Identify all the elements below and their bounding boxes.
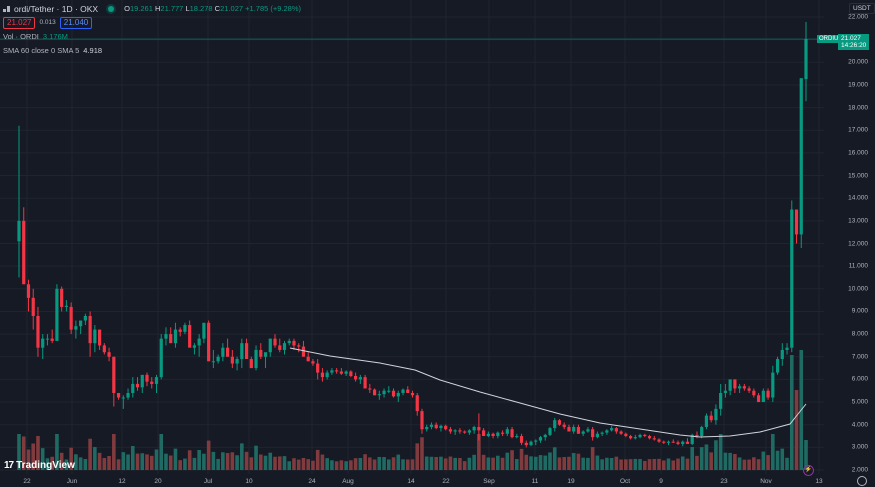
- price-tick-label: 5.000: [851, 398, 868, 406]
- price-tick-label: 12.000: [848, 240, 868, 247]
- last-price-tag: 21.027 14:26:20: [838, 34, 870, 50]
- volume-legend[interactable]: Vol · ORDI 3.176M: [3, 31, 301, 42]
- ohlc-values: O19.261 H21.777 L18.278 C21.027 +1.785 (…: [124, 3, 302, 13]
- grid-lines: [0, 0, 824, 474]
- time-tick-label: Oct: [619, 478, 631, 485]
- volume-bars: [17, 350, 808, 470]
- price-tick-label: 10.000: [848, 285, 868, 293]
- time-tick-label: 22: [442, 478, 450, 485]
- tradingview-logo[interactable]: 17 TradingView: [4, 460, 75, 471]
- bar-countdown: 14:26:20: [841, 42, 867, 49]
- time-tick-label: 14: [407, 478, 415, 485]
- price-tick-label: 18.000: [848, 104, 868, 112]
- trade-row: 21.027 0.013 21.040: [3, 16, 301, 29]
- price-tick-label: 4.000: [851, 421, 868, 429]
- symbol-icon: [3, 5, 10, 12]
- time-tick-label: 24: [308, 478, 316, 485]
- price-tick-label: 22.000: [848, 13, 868, 21]
- lightning-icon[interactable]: ⚡: [803, 465, 814, 476]
- symbol-title[interactable]: ordi/Tether · 1D · OKX: [14, 3, 99, 14]
- time-tick-label: 9: [659, 478, 663, 485]
- price-tick-label: 14.000: [848, 194, 868, 202]
- sma-label: SMA 60 close 0 SMA 5: [3, 45, 80, 55]
- price-tick-label: 9.000: [851, 307, 868, 315]
- symbol-tag: ORDIUSDT: [817, 35, 853, 43]
- settings-gear-icon[interactable]: [857, 476, 867, 486]
- spread-value: 0.013: [39, 18, 56, 26]
- sma-legend[interactable]: SMA 60 close 0 SMA 5 4.918: [3, 45, 301, 56]
- time-tick-label: 12: [118, 478, 126, 485]
- last-price-value: 21.027: [841, 35, 861, 42]
- price-tick-label: 16.000: [848, 149, 868, 157]
- sma-value: 4.918: [83, 45, 103, 55]
- time-tick-label: 23: [720, 478, 728, 485]
- price-tick-label: 7.000: [851, 353, 868, 361]
- sell-button[interactable]: 21.027: [3, 16, 36, 29]
- time-tick-label: Jul: [203, 478, 213, 485]
- tradingview-text: TradingView: [16, 460, 75, 471]
- price-tick-label: 17.000: [848, 126, 868, 134]
- time-tick-label: Jun: [66, 478, 78, 485]
- time-tick-label: 11: [531, 478, 539, 485]
- price-candles: [17, 21, 808, 448]
- time-tick-label: 10: [245, 478, 253, 485]
- buy-button[interactable]: 21.040: [59, 16, 93, 29]
- price-tick-label: 8.000: [851, 330, 868, 338]
- time-tick-label: Sep: [483, 478, 495, 485]
- price-tick-label: 3.000: [851, 443, 868, 451]
- price-tick-label: 11.000: [848, 262, 868, 270]
- time-tick-label: 20: [154, 478, 162, 485]
- chart-legend: ordi/Tether · 1D · OKX O19.261 H21.777 L…: [3, 3, 301, 59]
- time-tick-label: Nov: [760, 478, 772, 485]
- sma-line: [289, 347, 807, 438]
- time-tick-label: 22: [23, 478, 31, 485]
- price-tick-label: 20.000: [848, 58, 868, 66]
- price-tick-label: 6.000: [851, 375, 868, 383]
- currency-selector[interactable]: USDT: [849, 3, 875, 14]
- time-tick-label: Aug: [342, 478, 354, 485]
- market-status-icon[interactable]: [108, 5, 115, 12]
- price-tick-label: 2.000: [851, 466, 868, 474]
- volume-label: Vol · ORDI: [3, 31, 39, 41]
- price-tick-label: 13.000: [848, 217, 868, 225]
- price-tick-label: 19.000: [848, 81, 868, 89]
- time-tick-label: 19: [567, 478, 575, 485]
- volume-value: 3.176M: [42, 31, 68, 41]
- symbol-row: ordi/Tether · 1D · OKX O19.261 H21.777 L…: [3, 3, 301, 14]
- price-tick-label: 15.000: [848, 172, 868, 180]
- tradingview-mark-icon: 17: [4, 460, 14, 471]
- time-tick-label: 13: [815, 478, 823, 485]
- price-axis[interactable]: 22.00021.00020.00019.00018.00017.00016.0…: [824, 0, 875, 487]
